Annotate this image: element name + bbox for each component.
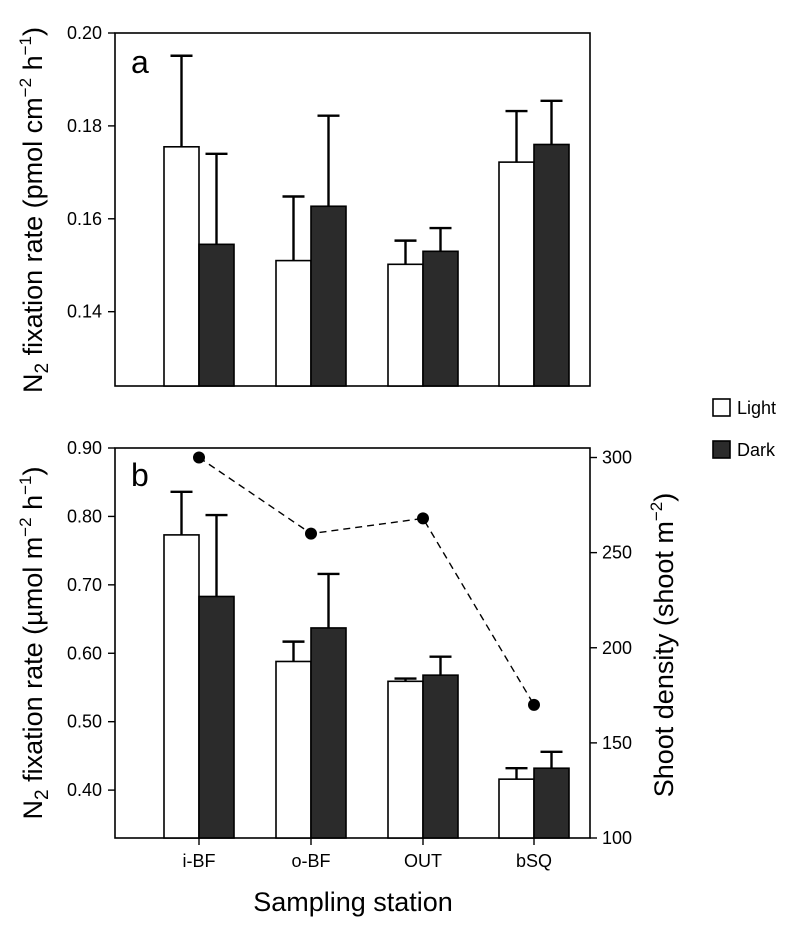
legend-label-light: Light <box>737 398 776 418</box>
panel-b-x-axis: i-BF o-BF OUT bSQ <box>183 838 552 871</box>
y-tick-label: 0.50 <box>67 712 102 732</box>
y-tick-label: 0.40 <box>67 780 102 800</box>
bar-light-i-bf <box>163 534 200 839</box>
panel-b-bars <box>163 490 570 839</box>
shoot-density-series <box>193 451 540 711</box>
bar-light-o-bf <box>275 259 312 387</box>
x-tick-label: OUT <box>404 851 442 871</box>
panel-a-label: a <box>131 44 149 80</box>
bar-dark-o-bf <box>310 627 347 839</box>
bar-light-o-bf <box>275 660 312 839</box>
shoot-density-point-bsq <box>528 698 540 711</box>
legend-swatch-dark <box>712 440 731 459</box>
y-tick-label: 0.60 <box>67 643 102 663</box>
x-tick-label: i-BF <box>183 851 216 871</box>
bar-light-out <box>387 263 424 387</box>
y-tick-label: 0.90 <box>67 438 102 458</box>
legend-label-dark: Dark <box>737 440 776 460</box>
x-tick-label: bSQ <box>516 851 552 871</box>
bar-light-bsq <box>498 161 535 387</box>
panel-a-frame <box>114 32 591 387</box>
panel-a-bars <box>163 54 570 387</box>
y-tick-label: 0.80 <box>67 506 102 526</box>
panel-b-label: b <box>131 457 149 493</box>
y-tick-label: 0.16 <box>67 209 102 229</box>
y2-tick-label: 300 <box>602 448 632 468</box>
bar-dark-bsq <box>533 143 570 387</box>
shoot-density-point-o-bf <box>305 527 317 540</box>
bar-light-out <box>387 680 424 839</box>
x-tick-label: o-BF <box>291 851 330 871</box>
y-tick-label: 0.20 <box>67 23 102 43</box>
panel-a-y-axis-title: N2 fixation rate (pmol cm−2 h−1) <box>16 27 53 393</box>
y2-tick-label: 250 <box>602 543 632 563</box>
y-tick-label: 0.14 <box>67 302 102 322</box>
y-tick-label: 0.70 <box>67 575 102 595</box>
panel-b-y2-axis: 300 250 200 150 100 <box>590 448 632 848</box>
shoot-density-line <box>198 456 535 706</box>
bar-dark-out <box>422 250 459 387</box>
shoot-density-point-i-bf <box>193 451 205 464</box>
shoot-density-point-out <box>417 512 429 525</box>
panel-b-y2-axis-title: Shoot density (shoot m−2) <box>647 493 679 798</box>
bar-dark-i-bf <box>198 243 235 387</box>
legend-swatch-light <box>712 398 731 417</box>
panel-a-y-axis: 0.20 0.18 0.16 0.14 <box>67 23 115 322</box>
bar-dark-o-bf <box>310 205 347 387</box>
panel-b-frame <box>114 447 591 839</box>
y2-tick-label: 200 <box>602 638 632 658</box>
y2-tick-label: 150 <box>602 733 632 753</box>
bar-dark-i-bf <box>198 595 235 839</box>
bar-light-bsq <box>498 778 535 839</box>
y2-tick-label: 100 <box>602 828 632 848</box>
bar-dark-out <box>422 674 459 839</box>
bar-dark-bsq <box>533 767 570 839</box>
x-axis-title: Sampling station <box>253 887 453 917</box>
panel-b-y-axis: 0.90 0.80 0.70 0.60 0.50 0.40 <box>67 438 115 800</box>
panel-b-y-axis-title: N2 fixation rate (µmol m−2 h−1) <box>16 466 53 819</box>
y-tick-label: 0.18 <box>67 116 102 136</box>
legend: Light Dark <box>712 398 776 460</box>
bar-light-i-bf <box>163 145 200 387</box>
